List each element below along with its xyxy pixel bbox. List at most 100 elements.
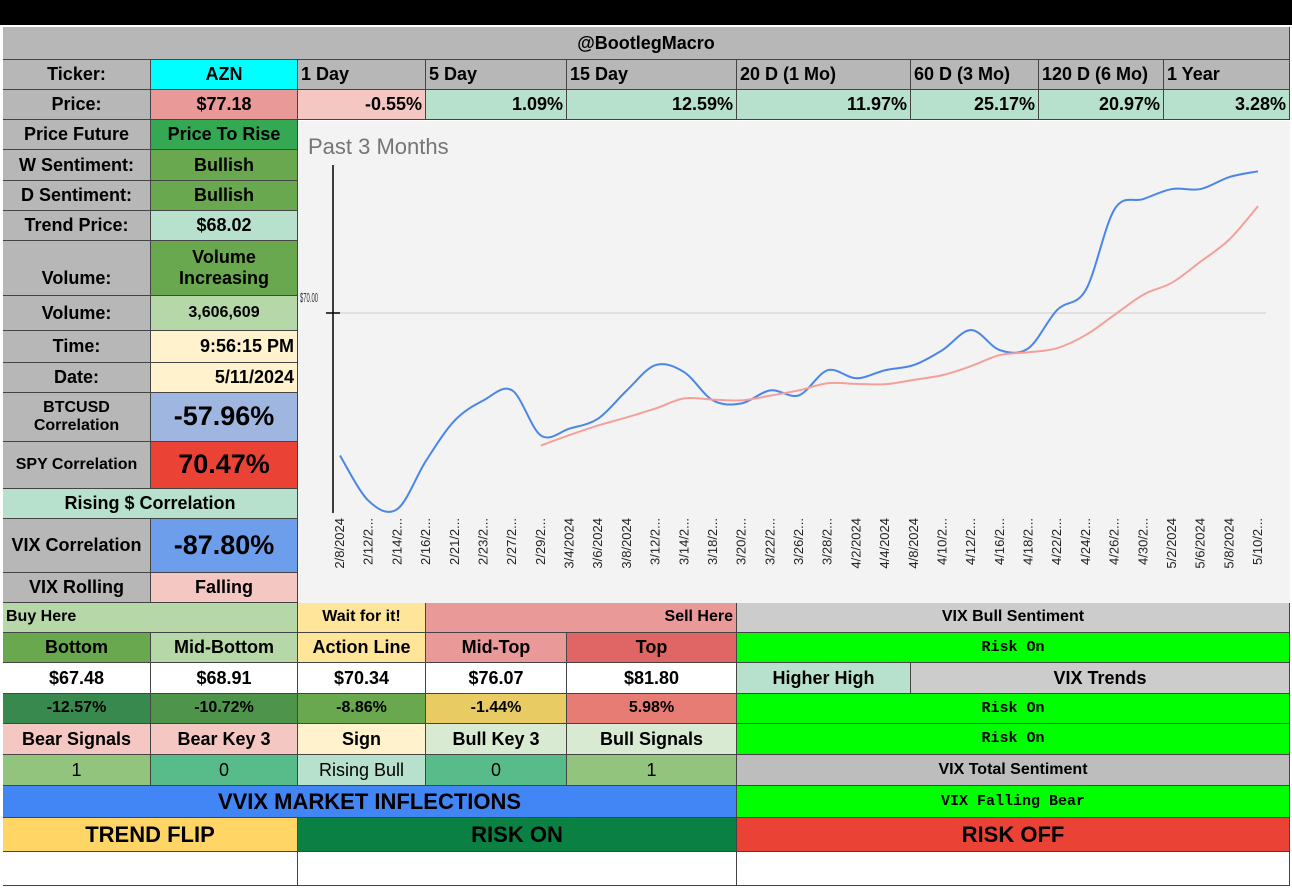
x-tick-label: 4/16/2... — [992, 518, 1007, 565]
level-header-top: Top — [567, 633, 737, 663]
price-future-label: Price Future — [3, 120, 151, 150]
volume-value: 3,606,609 — [151, 296, 298, 331]
higher-high-label: Higher High — [737, 663, 911, 694]
bear-key-3-value: 0 — [151, 755, 298, 786]
header-title[interactable]: @BootlegMacro — [3, 27, 1290, 60]
trend-flip-cell[interactable] — [3, 852, 298, 886]
period-1y-label: 1 Year — [1164, 60, 1290, 90]
x-tick-label: 5/10/2... — [1250, 518, 1265, 565]
trend-line — [540, 205, 1259, 447]
x-tick-label: 2/23/2... — [475, 518, 490, 565]
vix-correlation-value: -87.80% — [151, 519, 298, 573]
change-15d: 12.59% — [567, 90, 737, 120]
sell-here-label: Sell Here — [426, 603, 737, 633]
buy-here-label: Buy Here — [3, 603, 298, 633]
level-pct-mid-bottom: -10.72% — [151, 694, 298, 724]
risk-on-cell[interactable] — [298, 852, 737, 886]
vix-correlation-label: VIX Correlation — [3, 519, 151, 573]
x-tick-label: 3/20/2... — [734, 518, 749, 565]
level-price-top: $81.80 — [567, 663, 737, 694]
price-value: $77.18 — [151, 90, 298, 120]
x-tick-label: 5/8/2024 — [1221, 518, 1236, 569]
risk-off-label: RISK OFF — [737, 818, 1290, 852]
period-15d-label: 15 Day — [567, 60, 737, 90]
volume-trend-value: Volume Increasing — [151, 241, 298, 296]
x-tick-label: 4/22/2... — [1049, 518, 1064, 565]
period-1d-label: 1 Day — [298, 60, 426, 90]
time-label: Time: — [3, 331, 151, 363]
x-tick-label: 2/16/2... — [418, 518, 433, 565]
level-header-mid-bottom: Mid-Bottom — [151, 633, 298, 663]
change-20d: 11.97% — [737, 90, 911, 120]
bear-key-3-label: Bear Key 3 — [151, 724, 298, 755]
d-sentiment-value: Bullish — [151, 181, 298, 211]
level-header-mid-top: Mid-Top — [426, 633, 567, 663]
x-tick-label: 3/4/2024 — [562, 518, 577, 569]
price-line — [339, 170, 1259, 513]
x-tick-label: 3/22/2... — [762, 518, 777, 565]
bull-signals-label: Bull Signals — [567, 724, 737, 755]
vix-trend-2: Risk On — [737, 724, 1290, 755]
risk-off-cell[interactable] — [737, 852, 1290, 886]
period-20d-label: 20 D (1 Mo) — [737, 60, 911, 90]
x-tick-label: 4/12/2... — [963, 518, 978, 565]
x-tick-label: 4/10/2... — [934, 518, 949, 565]
level-header-bottom: Bottom — [3, 633, 151, 663]
btc-correlation-label: BTCUSD Correlation — [3, 393, 151, 442]
level-pct-action-line: -8.86% — [298, 694, 426, 724]
x-tick-label: 2/12/2... — [361, 518, 376, 565]
x-tick-label: 2/29/2... — [533, 518, 548, 565]
level-price-mid-bottom: $68.91 — [151, 663, 298, 694]
x-tick-label: 4/18/2... — [1021, 518, 1036, 565]
trend-price-label: Trend Price: — [3, 211, 151, 241]
w-sentiment-label: W Sentiment: — [3, 150, 151, 181]
price-label: Price: — [3, 90, 151, 120]
vix-rolling-label: VIX Rolling — [3, 573, 151, 603]
trend-flip-label: TREND FLIP — [3, 818, 298, 852]
risk-on-label: RISK ON — [298, 818, 737, 852]
level-price-bottom: $67.48 — [3, 663, 151, 694]
x-tick-label: 2/14/2... — [389, 518, 404, 565]
vix-bull-sentiment-label: VIX Bull Sentiment — [737, 603, 1290, 633]
volume-label: Volume: — [3, 296, 151, 331]
chart-title: Past 3 Months — [308, 134, 449, 159]
vix-rolling-value: Falling — [151, 573, 298, 603]
vix-total-sentiment-label: VIX Total Sentiment — [737, 755, 1290, 786]
time-value: 9:56:15 PM — [151, 331, 298, 363]
x-tick-label: 2/8/2024 — [332, 518, 347, 569]
vix-trends-label: VIX Trends — [911, 663, 1290, 694]
bear-signals-label: Bear Signals — [3, 724, 151, 755]
vix-bull-sentiment-value: Risk On — [737, 633, 1290, 663]
vix-total-sentiment-value: VIX Falling Bear — [737, 786, 1290, 818]
x-tick-label: 5/2/2024 — [1164, 518, 1179, 569]
date-value: 5/11/2024 — [151, 363, 298, 393]
x-tick-label: 3/12/2... — [648, 518, 663, 565]
trend-price-value: $68.02 — [151, 211, 298, 241]
price-chart[interactable]: Past 3 Months $70.00 2/8/2024 2/12/2... 2/… — [298, 121, 1290, 603]
date-label: Date: — [3, 363, 151, 393]
change-1d: -0.55% — [298, 90, 426, 120]
level-pct-mid-top: -1.44% — [426, 694, 567, 724]
bull-key-3-label: Bull Key 3 — [426, 724, 567, 755]
spy-correlation-value: 70.47% — [151, 442, 298, 489]
vix-trend-1: Risk On — [737, 694, 1290, 724]
change-1y: 3.28% — [1164, 90, 1290, 120]
sign-label: Sign — [298, 724, 426, 755]
x-tick-label: 4/30/2... — [1135, 518, 1150, 565]
x-tick-label: 4/2/2024 — [848, 518, 863, 569]
level-price-mid-top: $76.07 — [426, 663, 567, 694]
rising-correlation-label: Rising $ Correlation — [3, 489, 298, 519]
x-tick-label: 5/6/2024 — [1193, 518, 1208, 569]
x-tick-label: 3/28/2... — [820, 518, 835, 565]
ticker-label: Ticker: — [3, 60, 151, 90]
wait-label: Wait for it! — [298, 603, 426, 633]
level-price-action-line: $70.34 — [298, 663, 426, 694]
x-tick-label: 4/24/2... — [1078, 518, 1093, 565]
ticker-value[interactable]: AZN — [151, 60, 298, 90]
period-60d-label: 60 D (3 Mo) — [911, 60, 1039, 90]
level-header-action-line: Action Line — [298, 633, 426, 663]
x-tick-label: 4/4/2024 — [877, 518, 892, 569]
d-sentiment-label: D Sentiment: — [3, 181, 151, 211]
x-tick-label: 2/27/2... — [504, 518, 519, 565]
bull-signals-value: 1 — [567, 755, 737, 786]
